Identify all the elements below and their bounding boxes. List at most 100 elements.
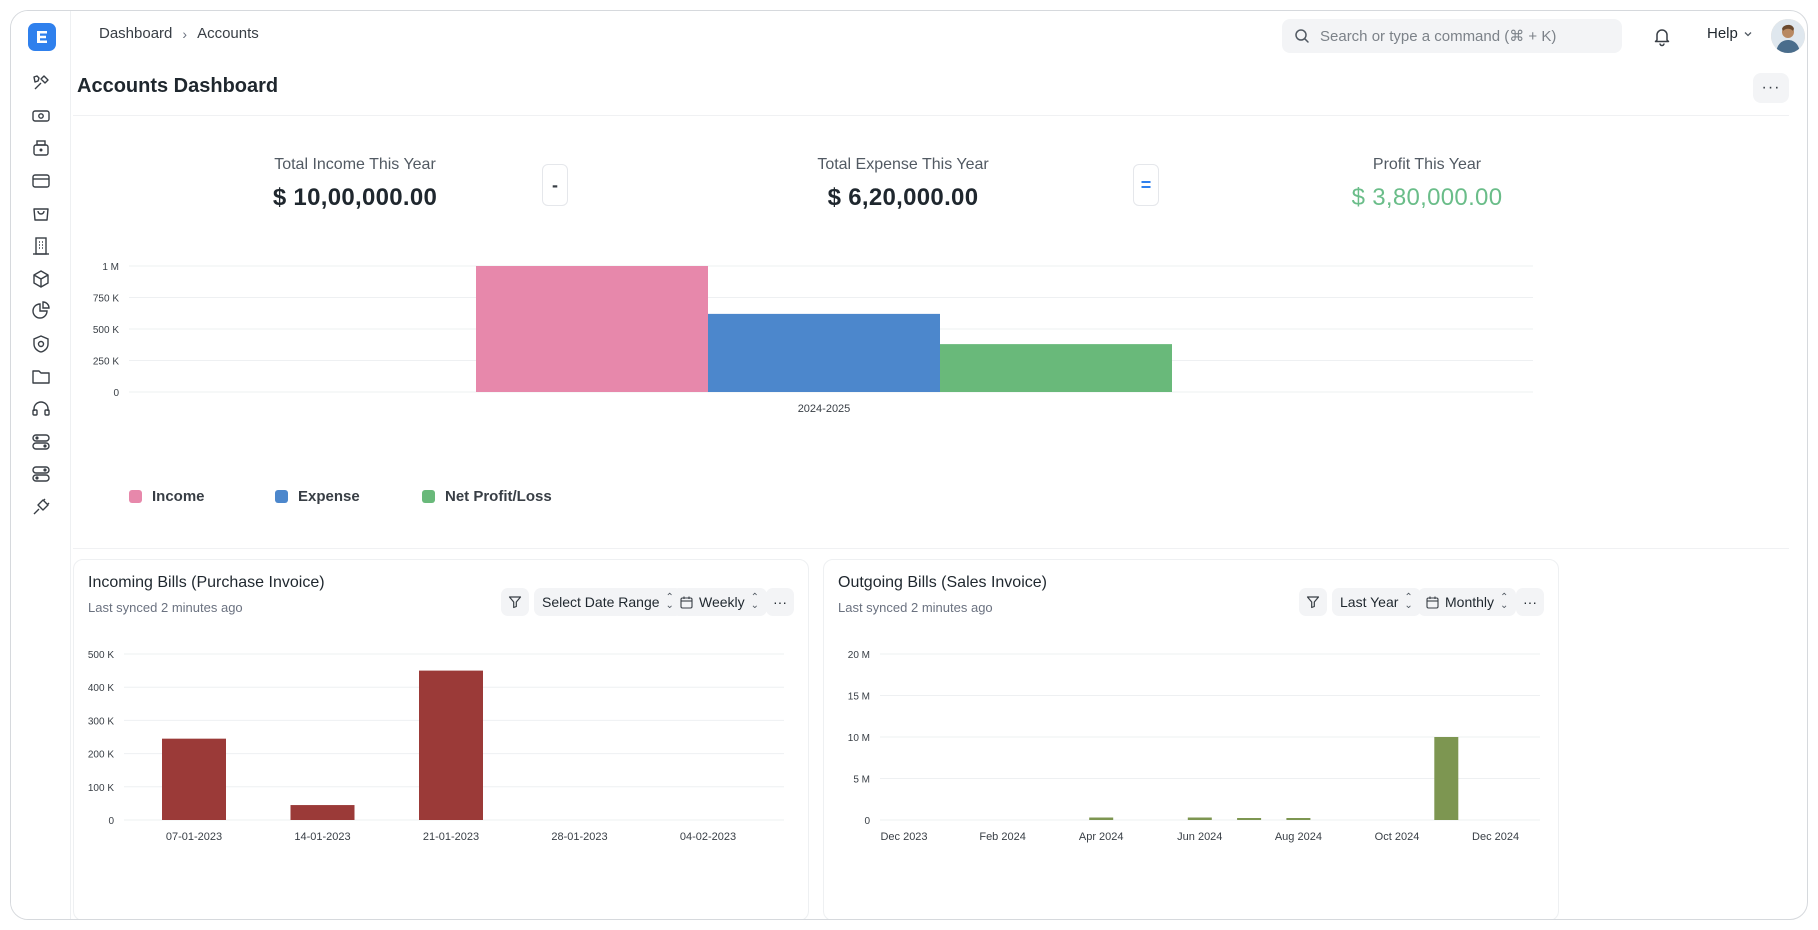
x-tick-label: 21-01-2023 — [423, 831, 479, 843]
outgoing-card-subtitle: Last synced 2 minutes ago — [838, 600, 993, 615]
outgoing-filter-button[interactable] — [1299, 588, 1327, 616]
incoming-interval-select[interactable]: Weekly ⌃ ⌄ — [672, 588, 768, 616]
pie-chart-icon[interactable] — [29, 299, 53, 323]
legend-swatch — [129, 490, 142, 503]
y-tick-label: 300 K — [88, 716, 114, 727]
x-tick-label: Apr 2024 — [1079, 831, 1124, 843]
chevron-down-icon — [1744, 31, 1752, 36]
card-icon[interactable] — [29, 169, 53, 193]
folder-icon[interactable] — [29, 364, 53, 388]
search-bar[interactable] — [1282, 19, 1622, 53]
help-label: Help — [1707, 25, 1738, 42]
legend-swatch — [275, 490, 288, 503]
incoming-filter-button[interactable] — [501, 588, 529, 616]
money-icon[interactable] — [29, 104, 53, 128]
x-tick-label: 28-01-2023 — [551, 831, 607, 843]
toggle-icon-2[interactable] — [29, 462, 53, 486]
bar-net-profit-loss[interactable] — [940, 344, 1172, 392]
outgoing-date-range-select[interactable]: Last Year ⌃ ⌄ — [1332, 588, 1421, 616]
outgoing-interval-select[interactable]: Monthly ⌃ ⌄ — [1418, 588, 1517, 616]
user-avatar[interactable] — [1771, 19, 1805, 53]
x-tick-label: Feb 2024 — [979, 831, 1025, 843]
page-more-button[interactable]: ··· — [1753, 73, 1789, 103]
more-label: ··· — [1761, 79, 1781, 96]
bar-expense[interactable] — [708, 313, 940, 392]
bag-icon[interactable] — [29, 201, 53, 225]
shield-icon[interactable] — [29, 332, 53, 356]
bar-14-01-2023[interactable] — [290, 805, 355, 820]
outgoing-bills-chart: 0 5 M 10 M 15 M 20 M Dec 2023 Feb 2024 Apr 2024… — [848, 650, 1540, 843]
building-icon[interactable] — [29, 234, 53, 258]
app-window: Dashboard › Accounts Help — [10, 10, 1808, 920]
updown-chevron-icon: ⌃ ⌄ — [750, 592, 760, 611]
y-tick-label: 20 M — [848, 650, 870, 661]
legend-label: Net Profit/Loss — [445, 488, 552, 505]
tools-icon[interactable] — [29, 71, 53, 95]
y-tick-label: 750 K — [93, 294, 119, 305]
x-tick-label: 04-02-2023 — [680, 831, 736, 843]
breadcrumb-dashboard[interactable]: Dashboard — [99, 25, 173, 42]
legend-item-expense[interactable]: Expense — [275, 488, 360, 505]
legend-swatch — [422, 490, 435, 503]
sidebar — [11, 11, 71, 919]
bar-21-01-2023[interactable] — [419, 670, 483, 820]
calendar-icon — [1426, 596, 1439, 609]
avatar-icon — [1771, 19, 1805, 53]
calendar-icon — [680, 596, 693, 609]
minus-operator: - — [542, 164, 568, 206]
outgoing-card-title: Outgoing Bills (Sales Invoice) — [838, 574, 1047, 591]
search-input[interactable] — [1320, 27, 1600, 45]
legend-item-net-profit-loss[interactable]: Net Profit/Loss — [422, 488, 552, 505]
topbar: Dashboard › Accounts Help — [71, 11, 1807, 67]
search-icon — [1295, 29, 1309, 43]
updown-chevron-icon: ⌃ ⌄ — [1500, 592, 1509, 611]
toggle-icon[interactable] — [29, 430, 53, 454]
cash-register-icon[interactable] — [29, 136, 53, 160]
incoming-interval-label: Weekly — [699, 594, 745, 610]
x-tick-label: 07-01-2023 — [166, 831, 222, 843]
y-tick-label: 10 M — [848, 733, 870, 744]
bar-income[interactable] — [476, 266, 708, 392]
filter-icon — [1306, 596, 1320, 609]
legend-item-income[interactable]: Income — [129, 488, 205, 505]
y-tick-label: 200 K — [88, 750, 114, 761]
y-tick-label: 400 K — [88, 683, 114, 694]
incoming-more-button[interactable]: ··· — [766, 588, 794, 616]
x-tick-label: Aug 2024 — [1275, 831, 1322, 843]
kpi-income: Total Income This Year $ 10,00,000.00 — [195, 156, 515, 212]
profit-bar-chart: 0 250 K 500 K 750 K 1 M 2024-2025 — [93, 262, 1533, 415]
bar-Nov-2024[interactable] — [1434, 737, 1459, 820]
box-icon[interactable] — [29, 267, 53, 291]
breadcrumb-accounts[interactable]: Accounts — [197, 25, 259, 42]
incoming-card-subtitle: Last synced 2 minutes ago — [88, 600, 243, 615]
incoming-card-title: Incoming Bills (Purchase Invoice) — [88, 574, 325, 591]
bar-07-01-2023[interactable] — [162, 738, 226, 820]
bar-Aug-2024[interactable] — [1286, 818, 1311, 820]
kpi-income-label: Total Income This Year — [274, 156, 436, 173]
minus-symbol: - — [552, 174, 558, 195]
help-menu[interactable]: Help — [1707, 25, 1753, 42]
breadcrumb-separator-icon: › — [182, 25, 188, 42]
kpi-expense-label: Total Expense This Year — [817, 156, 989, 173]
kpi-profit: Profit This Year $ 3,80,000.00 — [1267, 156, 1587, 212]
legend-label: Income — [152, 488, 205, 505]
breadcrumb: Dashboard › Accounts — [99, 25, 259, 42]
profit-summary-card: Total Income This Year $ 10,00,000.00 - … — [73, 115, 1789, 549]
headset-icon[interactable] — [29, 397, 53, 421]
plug-icon[interactable] — [29, 495, 53, 519]
y-tick-label: 0 — [113, 388, 119, 399]
incoming-date-range-select[interactable]: Select Date Range ⌃ ⌄ — [534, 588, 682, 616]
bar-Jun-2024[interactable] — [1187, 817, 1212, 820]
kpi-profit-value: $ 3,80,000.00 — [1351, 184, 1503, 211]
bar-Jul-2024[interactable] — [1237, 818, 1262, 820]
page-title: Accounts Dashboard — [77, 75, 279, 97]
outgoing-more-button[interactable]: ··· — [1516, 588, 1544, 616]
app-logo[interactable] — [28, 23, 56, 51]
bar-Apr-2024[interactable] — [1089, 817, 1114, 820]
kpi-income-value: $ 10,00,000.00 — [272, 184, 438, 211]
logo-icon — [37, 31, 47, 43]
x-tick-label: Dec 2024 — [1472, 831, 1519, 843]
notification-bell-icon[interactable] — [1651, 25, 1673, 47]
incoming-bills-card: Incoming Bills (Purchase Invoice) Last s… — [73, 559, 809, 919]
x-tick-label: Jun 2024 — [1177, 831, 1222, 843]
